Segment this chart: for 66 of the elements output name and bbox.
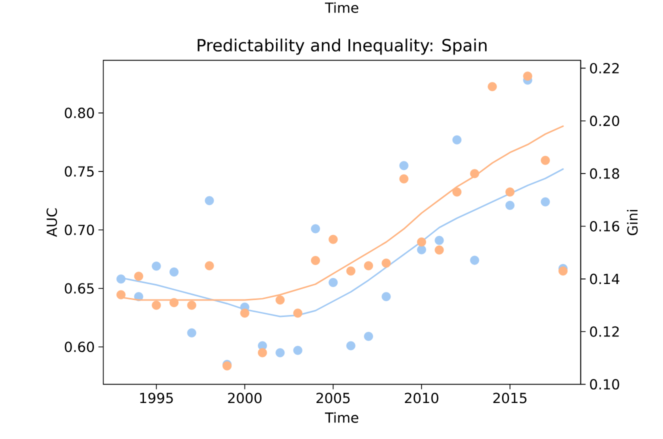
- point: [417, 238, 426, 247]
- y-tick-label: 0.80: [64, 108, 94, 118]
- y2-tick-label: 0.20: [590, 116, 620, 126]
- point: [346, 266, 356, 276]
- point: [399, 174, 408, 184]
- point: [152, 262, 161, 271]
- point: [364, 332, 374, 341]
- y-tick-label: 0.65: [64, 283, 94, 294]
- point: [452, 135, 462, 144]
- point: [240, 308, 250, 318]
- point: [276, 295, 285, 305]
- y-axis-title: AUC: [46, 208, 58, 237]
- point: [382, 258, 391, 268]
- point: [293, 308, 302, 318]
- y-tick-label: 0.60: [64, 342, 94, 352]
- point: [470, 256, 480, 265]
- point: [540, 156, 550, 165]
- point: [434, 236, 444, 245]
- point: [452, 187, 462, 197]
- point: [470, 169, 480, 178]
- point: [364, 261, 374, 270]
- point: [187, 300, 196, 310]
- point: [399, 161, 408, 170]
- x-tick-label: 2005: [316, 392, 350, 404]
- point: [523, 72, 532, 81]
- y2-tick-label: 0.16: [590, 220, 620, 232]
- point: [310, 224, 320, 234]
- point: [169, 267, 179, 277]
- point: [346, 341, 356, 350]
- x-tick-label: 1995: [140, 392, 173, 404]
- point: [417, 245, 426, 254]
- y2-axis-title: Gini: [626, 210, 638, 236]
- point: [169, 298, 179, 308]
- y2-tick-label: 0.22: [590, 62, 619, 74]
- text: Time: [324, 2, 358, 13]
- point: [558, 266, 568, 276]
- y-tick-label: 0.75: [64, 166, 94, 177]
- y2-tick-label: 0.12: [590, 326, 619, 337]
- point: [204, 261, 214, 270]
- x-tick-label: 2015: [493, 392, 526, 404]
- point: [382, 292, 391, 302]
- y-tick-label: 0.70: [64, 224, 94, 236]
- point: [328, 278, 338, 288]
- point: [258, 348, 267, 358]
- y2-tick-label: 0.10: [590, 379, 620, 390]
- point: [116, 274, 126, 284]
- x-tick-label: 2010: [404, 392, 438, 404]
- point: [187, 328, 196, 338]
- point: [134, 272, 144, 281]
- point: [434, 245, 444, 255]
- point: [276, 348, 285, 358]
- point: [293, 346, 302, 355]
- point: [116, 290, 126, 300]
- point: [505, 200, 515, 210]
- point: [488, 82, 497, 92]
- x-tick-label: 2000: [228, 392, 262, 404]
- point: [204, 196, 214, 206]
- point: [310, 256, 320, 266]
- y2-tick-label: 0.18: [590, 168, 620, 179]
- chart-title: Predictability and Inequality: Spain: [198, 38, 487, 55]
- point: [505, 187, 515, 197]
- x-axis-title: Time: [324, 412, 358, 423]
- point: [328, 234, 338, 244]
- point: [540, 197, 550, 206]
- y2-tick-label: 0.14: [590, 274, 620, 284]
- point: [152, 300, 161, 310]
